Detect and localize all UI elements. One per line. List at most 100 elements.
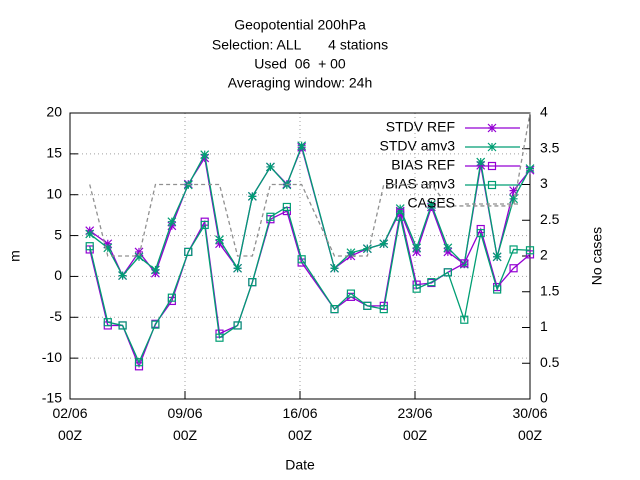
chart-subtitle: Used 06 + 00 [254,56,346,72]
y2-axis-label: No cases [589,227,605,285]
point [215,239,224,249]
y2-tick-label: 4 [540,104,548,120]
point [167,221,177,231]
point [412,284,421,293]
y-tick-label: 10 [46,185,62,201]
point [346,248,356,258]
point [118,271,127,281]
point [233,321,242,330]
y-tick-label: 5 [54,226,62,242]
chart-title: Geopotential 200hPa [234,17,366,33]
point [248,278,257,287]
series-line [89,112,531,257]
point [297,255,306,264]
point [509,245,518,254]
y-tick-label: 15 [46,145,62,161]
y-tick-label: -5 [50,308,63,324]
point [200,220,209,230]
y2-tick-label: 3 [540,175,548,191]
point [85,242,94,251]
y2-tick-label: 2 [540,247,548,263]
point [487,180,497,190]
point [476,157,486,167]
point [379,239,389,249]
point [103,239,113,249]
chart-subtitle: Averaging window: 24h [228,75,373,91]
point [363,301,372,310]
y2-tick-label: 0 [540,390,548,406]
point [330,263,339,273]
point [412,247,422,257]
point [509,194,518,204]
legend-label: BIAS REF [391,157,455,173]
point [103,243,113,253]
point [151,320,160,329]
point [200,150,210,160]
x-tick-label: 23/06 00Z [397,405,432,443]
point [362,244,372,254]
chart-subtitle: Selection: ALL 4 stations [212,37,388,53]
point [233,263,242,273]
point [118,321,127,330]
x-tick-label: 02/06 00Z [52,405,87,443]
point [427,200,436,209]
y2-tick-label: 3.5 [540,139,560,155]
point [412,243,422,253]
point [346,289,356,298]
y-axis-label: m [7,250,23,262]
point [509,186,518,196]
point [379,305,388,314]
y-tick-label: 0 [54,267,62,283]
point [151,265,160,275]
legend-label: BIAS amv3 [385,176,455,192]
y2-tick-label: 1.5 [540,282,560,298]
point [134,358,144,367]
point [476,229,485,238]
legend-label: CASES [408,195,455,211]
point [167,293,176,302]
point [460,315,469,324]
point [487,142,497,152]
series-line [89,205,531,364]
point [330,305,339,314]
legend-label: STDV REF [386,119,455,135]
point [134,252,144,262]
point [184,247,193,257]
point [443,243,453,253]
point [134,247,144,257]
point [460,259,469,268]
point [427,278,436,287]
x-tick-label: 09/06 00Z [167,405,202,443]
x-tick-label: 30/06 00Z [512,405,547,443]
y-tick-label: -10 [42,349,62,365]
point [215,235,224,245]
point [167,217,177,227]
point [215,333,224,342]
point [443,268,452,277]
y-tick-label: 20 [46,104,62,120]
point [487,123,497,133]
point [247,191,257,201]
point [525,164,535,173]
point [282,202,291,212]
legend-label: STDV amv3 [380,138,456,154]
plot-frame [69,112,531,400]
point [443,247,453,257]
point [103,318,112,327]
point [492,252,502,262]
point [509,264,518,273]
y2-tick-label: 1 [540,318,548,334]
x-tick-label: 16/06 00Z [282,405,317,443]
point [85,229,95,239]
point [459,259,469,269]
point [493,285,502,294]
y2-tick-label: 2.5 [540,211,560,227]
y-tick-label: -15 [42,390,62,406]
point [266,212,275,221]
point [525,246,535,255]
y2-tick-label: 0.5 [540,354,560,370]
x-axis-label: Date [285,457,315,473]
point [396,212,405,221]
